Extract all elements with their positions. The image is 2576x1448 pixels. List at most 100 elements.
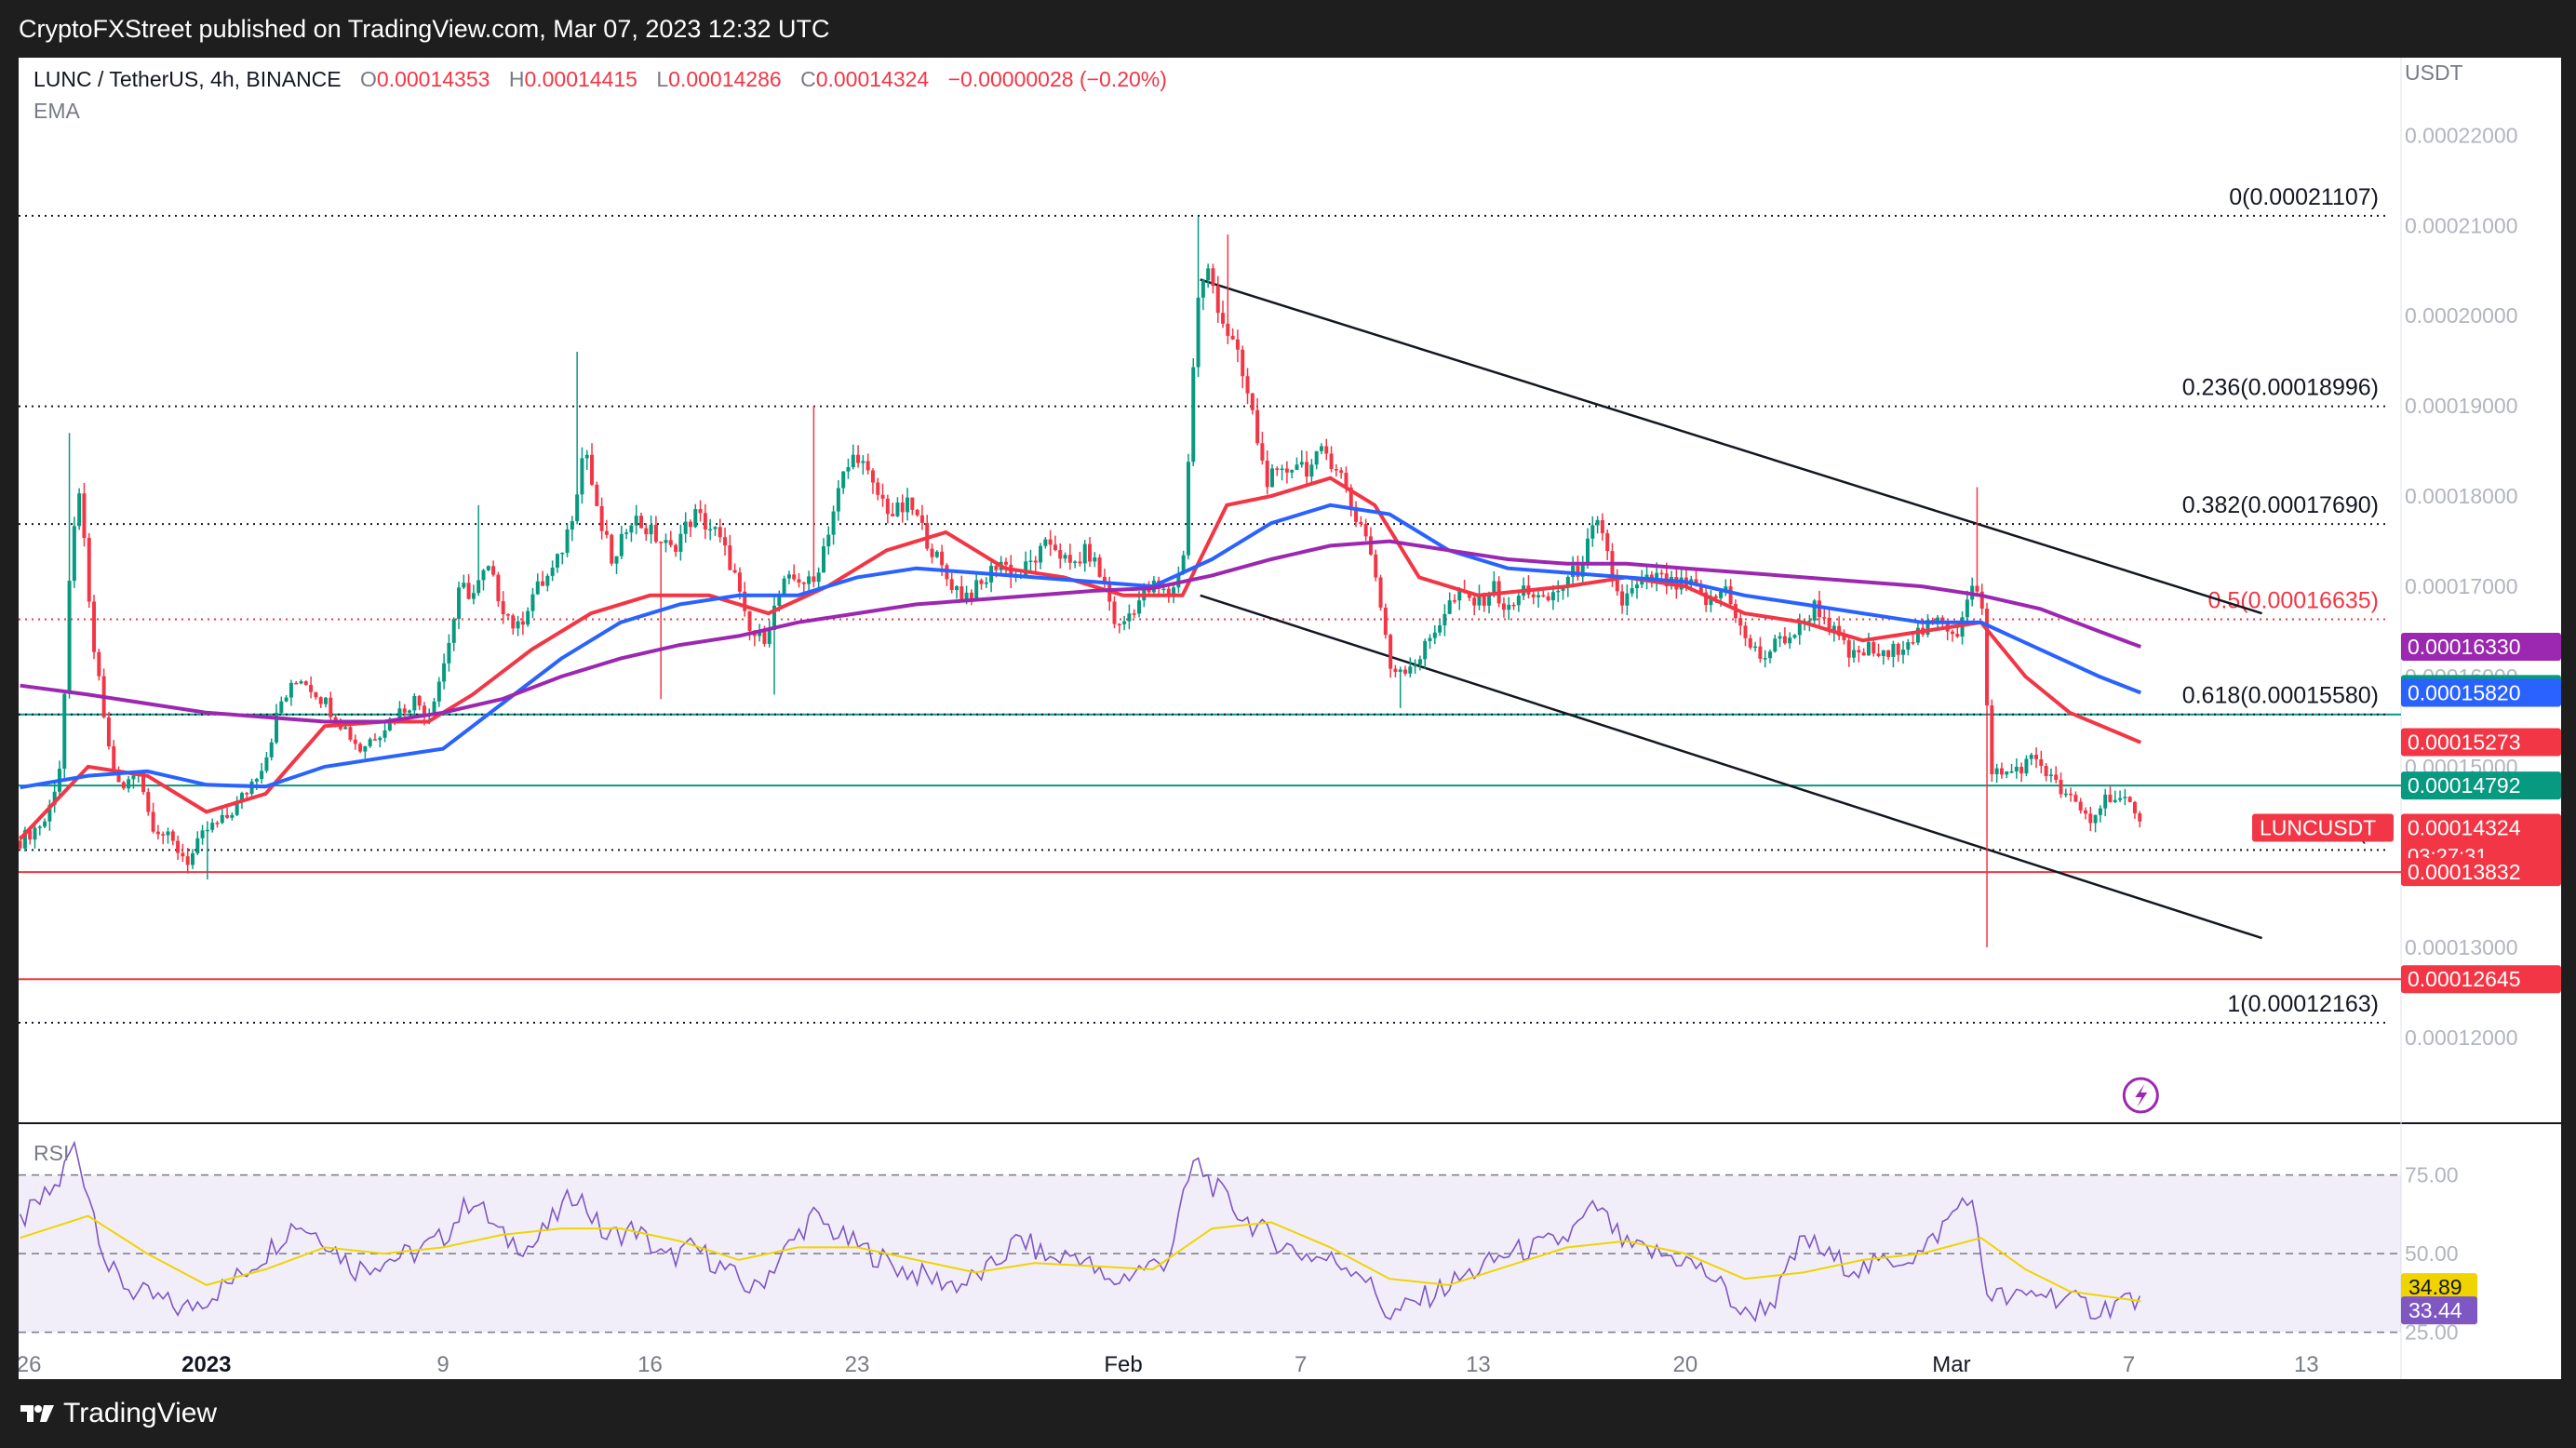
- candle-body: [151, 811, 155, 832]
- candle-body: [1398, 669, 1402, 672]
- price-tick-label: 0.00012000: [2405, 1026, 2518, 1050]
- rsi-indicator-label[interactable]: RSI: [34, 1141, 70, 1165]
- time-tick-label: 7: [2123, 1352, 2135, 1377]
- candle-body: [1215, 286, 1220, 314]
- candle-body: [161, 834, 166, 836]
- candle-body: [1719, 591, 1724, 598]
- candle-body: [155, 831, 160, 835]
- candle-body: [1039, 545, 1043, 563]
- candle-body: [1389, 635, 1393, 669]
- ema-indicator-label[interactable]: EMA: [34, 99, 80, 123]
- candle-body: [940, 551, 945, 566]
- candle-body: [619, 533, 624, 556]
- candle-body: [708, 529, 713, 531]
- candle-body: [1487, 595, 1492, 606]
- candle-body: [693, 509, 698, 528]
- candle-body: [195, 838, 200, 853]
- candle-body: [47, 804, 52, 822]
- alert-flash-icon: [2122, 1077, 2159, 1114]
- candle-body: [457, 587, 462, 620]
- candle-body: [2103, 794, 2108, 809]
- candle-body: [106, 717, 111, 747]
- candle-body: [1413, 664, 1417, 667]
- candle-body: [1127, 613, 1132, 622]
- fib-level-label: 0.382(0.00017690): [2182, 492, 2379, 518]
- candle-body: [1590, 525, 1595, 539]
- candle-body: [294, 682, 299, 685]
- candle-body: [67, 580, 72, 694]
- candle-body: [678, 533, 683, 553]
- candle-body: [1093, 557, 1097, 562]
- candle-body: [2127, 797, 2132, 802]
- candle-body: [895, 502, 900, 516]
- candle-body: [2118, 798, 2123, 800]
- candle-body: [2039, 758, 2044, 767]
- fib-level-label: 0.618(0.00015580): [2182, 683, 2379, 709]
- candle-body: [703, 513, 707, 530]
- candle-body: [1576, 566, 1580, 577]
- candle-body: [1112, 601, 1117, 624]
- price-tag: [2401, 813, 2561, 870]
- candle-body: [1822, 617, 1827, 619]
- candle-body: [1698, 584, 1703, 593]
- rsi-level-label: 50.00: [2405, 1241, 2459, 1266]
- candle-body: [141, 772, 146, 793]
- candle-body: [1738, 618, 1743, 626]
- channel-trendline: [1200, 278, 2263, 615]
- open-label: O: [360, 67, 377, 91]
- candle-body: [2024, 758, 2029, 774]
- candle-body: [1827, 617, 1831, 633]
- candle-body: [2005, 771, 2009, 775]
- candle-body: [580, 458, 584, 495]
- candle-body: [1467, 591, 1471, 598]
- candle-body: [82, 493, 87, 539]
- candle-body: [639, 516, 644, 529]
- candle-body: [77, 493, 82, 527]
- candle-body: [1191, 367, 1196, 463]
- candle-body: [1344, 473, 1348, 488]
- candle-body: [1713, 596, 1718, 598]
- candle-body: [2138, 813, 2142, 822]
- candle-body: [737, 572, 742, 592]
- candle-body: [1255, 409, 1260, 444]
- candle-body: [604, 530, 609, 535]
- candle-body: [861, 461, 865, 463]
- candle-body: [856, 454, 861, 463]
- chart-panel[interactable]: USDT0.000120000.000130000.000140000.0001…: [19, 58, 2561, 1379]
- candle-body: [1477, 594, 1482, 606]
- candle-body: [28, 830, 33, 840]
- candle-body: [1807, 620, 1812, 623]
- candle-body: [2054, 774, 2059, 781]
- candle-body: [1857, 650, 1861, 653]
- price-tick-label: 0.00022000: [2405, 123, 2518, 147]
- candle-body: [92, 601, 97, 652]
- candle-body: [387, 718, 392, 731]
- candle-body: [1482, 594, 1486, 606]
- candle-body: [33, 827, 37, 840]
- candle-body: [1299, 462, 1304, 465]
- candle-body: [1284, 468, 1289, 473]
- candle-body: [2059, 780, 2063, 795]
- candle-body: [1600, 519, 1604, 533]
- candle-body: [2048, 774, 2053, 777]
- candle-body: [1999, 768, 2004, 775]
- symbol-label[interactable]: LUNC / TetherUS, 4h, BINANCE: [34, 67, 342, 91]
- tradingview-logo[interactable]: TradingView: [19, 1398, 217, 1429]
- candle-body: [797, 579, 801, 583]
- candle-body: [1906, 642, 1911, 650]
- candle-body: [436, 681, 441, 702]
- candle-body: [1438, 625, 1442, 633]
- candle-body: [1452, 600, 1456, 602]
- candle-body: [43, 821, 47, 827]
- candle-body: [1270, 468, 1275, 488]
- candle-body: [505, 614, 510, 616]
- candle-body: [37, 826, 42, 828]
- candle-body: [1595, 519, 1600, 526]
- price-chart-svg[interactable]: USDT0.000120000.000130000.000140000.0001…: [19, 58, 2561, 1379]
- candle-body: [1073, 561, 1078, 563]
- candle-body: [1724, 586, 1728, 592]
- high-label: H: [508, 67, 525, 91]
- candle-body: [1423, 640, 1428, 660]
- candle-body: [432, 701, 436, 714]
